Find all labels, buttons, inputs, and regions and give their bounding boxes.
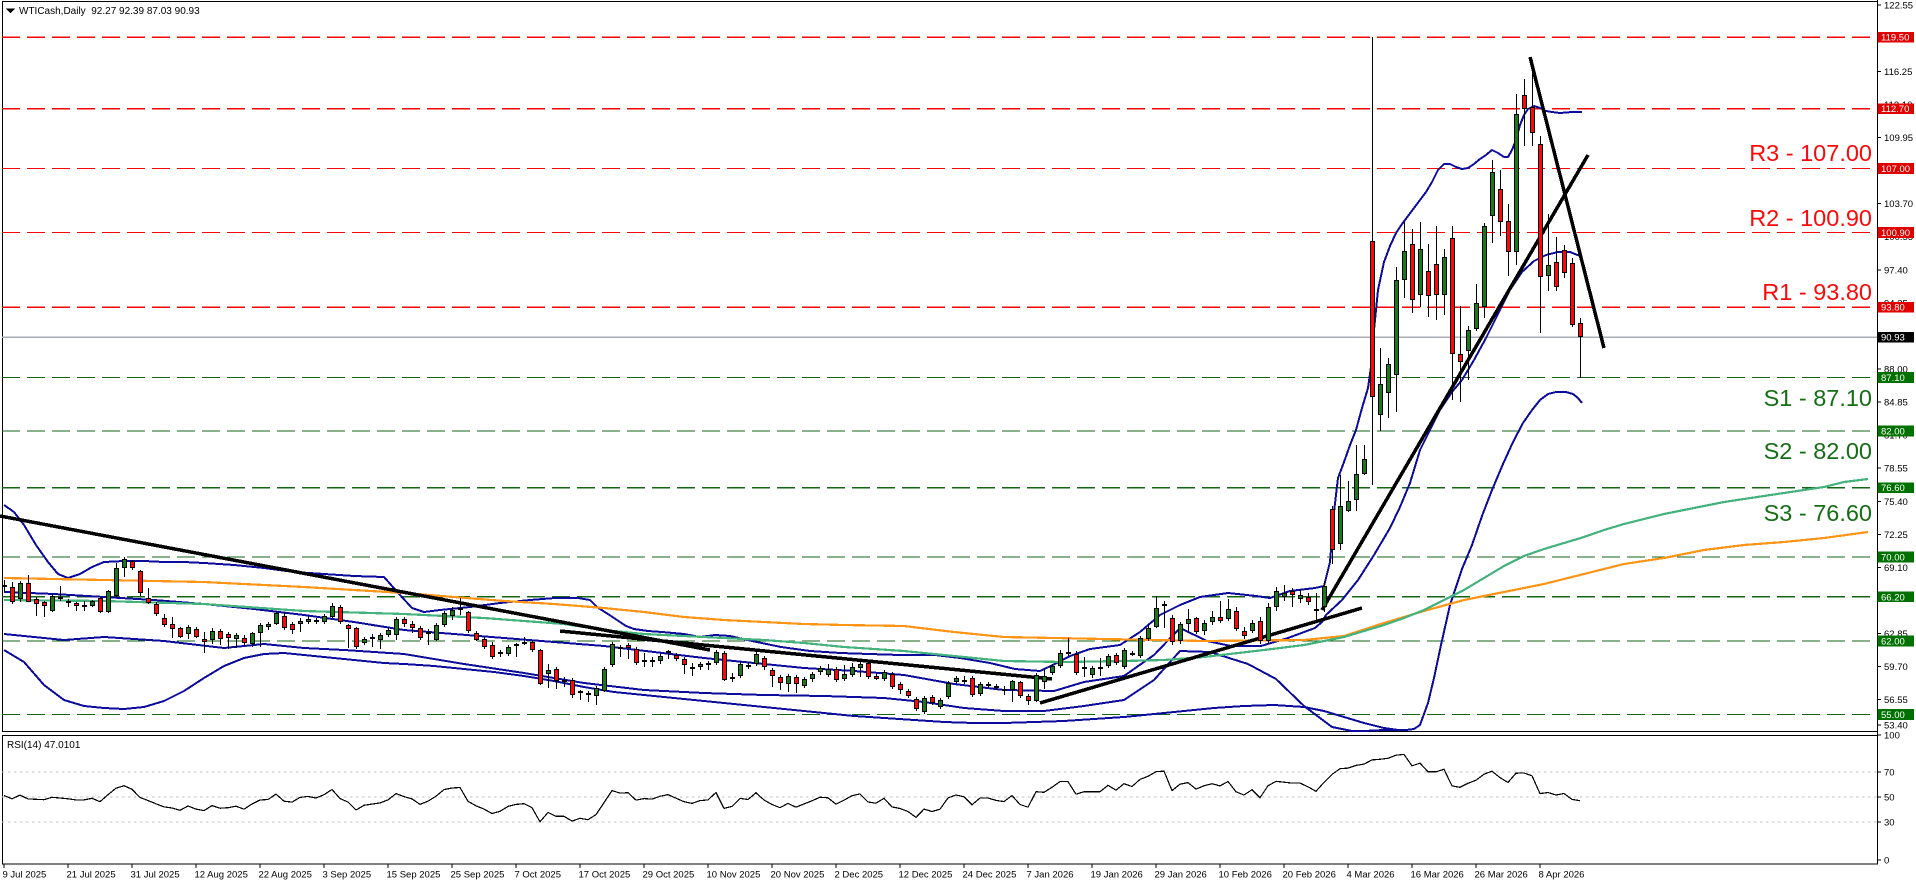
svg-text:90.93: 90.93 [1881, 333, 1905, 344]
svg-text:22 Aug 2025: 22 Aug 2025 [259, 870, 312, 881]
svg-text:76.60: 76.60 [1881, 483, 1905, 494]
svg-text:16 Mar 2026: 16 Mar 2026 [1411, 870, 1464, 881]
svg-text:9 Jul 2025: 9 Jul 2025 [3, 870, 47, 881]
svg-text:12 Aug 2025: 12 Aug 2025 [195, 870, 248, 881]
svg-text:53.40: 53.40 [1884, 721, 1908, 732]
svg-text:31 Jul 2025: 31 Jul 2025 [131, 870, 180, 881]
svg-text:15 Sep 2025: 15 Sep 2025 [387, 870, 441, 881]
svg-text:75.40: 75.40 [1884, 497, 1908, 508]
svg-text:4 Mar 2026: 4 Mar 2026 [1347, 870, 1395, 881]
svg-text:88.00: 88.00 [1884, 365, 1908, 376]
svg-text:112.70: 112.70 [1881, 104, 1909, 115]
svg-text:107.00: 107.00 [1881, 164, 1910, 175]
svg-text:78.55: 78.55 [1884, 464, 1908, 475]
svg-text:10 Feb 2026: 10 Feb 2026 [1219, 870, 1272, 881]
svg-text:25 Sep 2025: 25 Sep 2025 [451, 870, 505, 881]
svg-text:55.00: 55.00 [1881, 710, 1905, 721]
svg-text:69.10: 69.10 [1884, 563, 1908, 574]
svg-text:70: 70 [1884, 767, 1895, 778]
svg-text:100.90: 100.90 [1881, 228, 1910, 239]
svg-text:RSI(14) 47.0101: RSI(14) 47.0101 [7, 740, 81, 751]
svg-text:0: 0 [1884, 856, 1889, 867]
svg-text:62.00: 62.00 [1881, 636, 1905, 647]
svg-text:29 Oct 2025: 29 Oct 2025 [643, 870, 695, 881]
svg-text:20 Nov 2025: 20 Nov 2025 [771, 870, 825, 881]
svg-text:116.25: 116.25 [1884, 67, 1912, 78]
svg-text:59.70: 59.70 [1884, 662, 1908, 673]
svg-text:7 Oct 2025: 7 Oct 2025 [515, 870, 561, 881]
svg-text:17 Oct 2025: 17 Oct 2025 [579, 870, 631, 881]
svg-text:19 Jan 2026: 19 Jan 2026 [1091, 870, 1143, 881]
svg-text:119.50: 119.50 [1881, 33, 1909, 44]
svg-text:122.55: 122.55 [1884, 1, 1913, 12]
svg-text:93.80: 93.80 [1881, 303, 1905, 314]
svg-text:87.10: 87.10 [1881, 373, 1905, 384]
svg-text:84.85: 84.85 [1884, 398, 1908, 409]
svg-text:103.70: 103.70 [1884, 199, 1913, 210]
svg-text:S1 - 87.10: S1 - 87.10 [1764, 385, 1872, 411]
svg-text:20 Feb 2026: 20 Feb 2026 [1283, 870, 1336, 881]
svg-text:R3 - 107.00: R3 - 107.00 [1749, 140, 1872, 166]
svg-text:109.95: 109.95 [1884, 133, 1913, 144]
svg-text:26 Mar 2026: 26 Mar 2026 [1475, 870, 1528, 881]
svg-text:72.25: 72.25 [1884, 530, 1908, 541]
svg-text:8 Apr 2026: 8 Apr 2026 [1539, 870, 1585, 881]
svg-text:82.00: 82.00 [1881, 426, 1905, 437]
svg-text:10 Nov 2025: 10 Nov 2025 [707, 870, 761, 881]
svg-text:66.20: 66.20 [1881, 592, 1905, 603]
svg-text:62.85: 62.85 [1884, 629, 1908, 640]
svg-text:70.00: 70.00 [1881, 552, 1905, 563]
svg-text:24 Dec 2025: 24 Dec 2025 [963, 870, 1017, 881]
svg-text:21 Jul 2025: 21 Jul 2025 [67, 870, 116, 881]
svg-text:12 Dec 2025: 12 Dec 2025 [899, 870, 953, 881]
svg-text:R2 - 100.90: R2 - 100.90 [1749, 205, 1872, 231]
svg-text:100: 100 [1884, 731, 1900, 742]
svg-text:S3 - 76.60: S3 - 76.60 [1764, 500, 1872, 526]
svg-text:56.55: 56.55 [1884, 695, 1908, 706]
svg-text:R1 - 93.80: R1 - 93.80 [1762, 279, 1872, 305]
svg-text:97.40: 97.40 [1884, 265, 1908, 276]
svg-text:2 Dec 2025: 2 Dec 2025 [835, 870, 884, 881]
svg-text:30: 30 [1884, 818, 1895, 829]
svg-text:29 Jan 2026: 29 Jan 2026 [1155, 870, 1207, 881]
svg-text:50: 50 [1884, 793, 1895, 804]
svg-text:WTICash,Daily 92.27 92.39 87.: WTICash,Daily 92.27 92.39 87.03 90.93 [19, 6, 200, 17]
svg-text:3 Sep 2025: 3 Sep 2025 [323, 870, 372, 881]
svg-text:7 Jan 2026: 7 Jan 2026 [1027, 870, 1074, 881]
svg-text:S2 - 82.00: S2 - 82.00 [1764, 438, 1872, 464]
